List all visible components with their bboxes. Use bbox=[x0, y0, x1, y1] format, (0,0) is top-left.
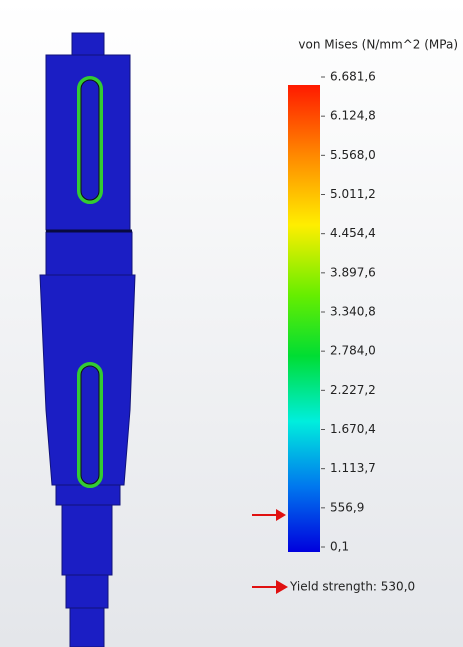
tick-label: 6.124,8 bbox=[330, 109, 376, 123]
tick-label: 2.227,2 bbox=[330, 383, 376, 397]
tick-label: 6.681,6 bbox=[330, 70, 376, 84]
shaft-part bbox=[70, 608, 104, 647]
shaft-part bbox=[56, 485, 120, 505]
yield-label: Yield strength: 530,0 bbox=[289, 580, 415, 594]
legend-title: von Mises (N/mm^2 (MPa) bbox=[298, 38, 458, 52]
shaft-part bbox=[72, 33, 104, 56]
viewport: von Mises (N/mm^2 (MPa) 6.681,6 6.124,8 5.… bbox=[0, 0, 463, 647]
tick-label: 3.340,8 bbox=[330, 305, 376, 319]
tick-label: 5.011,2 bbox=[330, 187, 376, 201]
tick-label: 0,1 bbox=[330, 540, 349, 554]
slot bbox=[79, 78, 101, 202]
slot bbox=[79, 364, 101, 486]
color-scale bbox=[288, 85, 320, 552]
page: von Mises (N/mm^2 (MPa) 6.681,6 6.124,8 5.… bbox=[0, 0, 463, 647]
tick-label: 2.784,0 bbox=[330, 344, 376, 358]
shaft-part bbox=[66, 575, 108, 608]
tick-label: 3.897,6 bbox=[330, 265, 376, 279]
shaft-part bbox=[46, 232, 132, 275]
tick-label: 556,9 bbox=[330, 500, 364, 514]
shaft-part bbox=[62, 505, 112, 575]
tick-label: 5.568,0 bbox=[330, 148, 376, 162]
tick-label: 4.454,4 bbox=[330, 226, 376, 240]
tick-label: 1.670,4 bbox=[330, 422, 376, 436]
tick-label: 1.113,7 bbox=[330, 461, 376, 475]
